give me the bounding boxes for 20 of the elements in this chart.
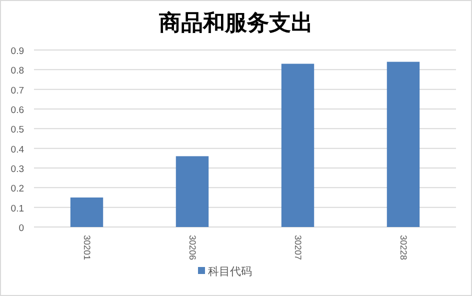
- y-tick-label: 0.2: [10, 184, 24, 195]
- bar: [386, 62, 420, 227]
- bar: [70, 198, 104, 227]
- y-tick-label: 0.8: [10, 66, 24, 77]
- legend-label: 科目代码: [208, 266, 252, 278]
- chart-title: 商品和服务支出: [158, 10, 313, 35]
- bar: [281, 64, 314, 227]
- bar: [176, 156, 209, 227]
- x-tick-label: 30207: [292, 235, 303, 260]
- y-tick-label: 0.4: [10, 144, 24, 156]
- x-tick-label: 30206: [187, 235, 198, 260]
- y-tick-label: 0.5: [10, 124, 24, 136]
- y-tick-label: 0.1: [10, 203, 24, 214]
- y-tick-label: 0.7: [10, 85, 24, 96]
- y-tick-label: 0.9: [10, 46, 24, 57]
- y-tick-label: 0.3: [10, 164, 24, 175]
- y-tick-label: 0.6: [10, 105, 24, 116]
- x-tick-label: 30201: [82, 235, 92, 260]
- x-tick-label: 30228: [398, 235, 408, 260]
- y-tick-label: 0: [18, 223, 24, 234]
